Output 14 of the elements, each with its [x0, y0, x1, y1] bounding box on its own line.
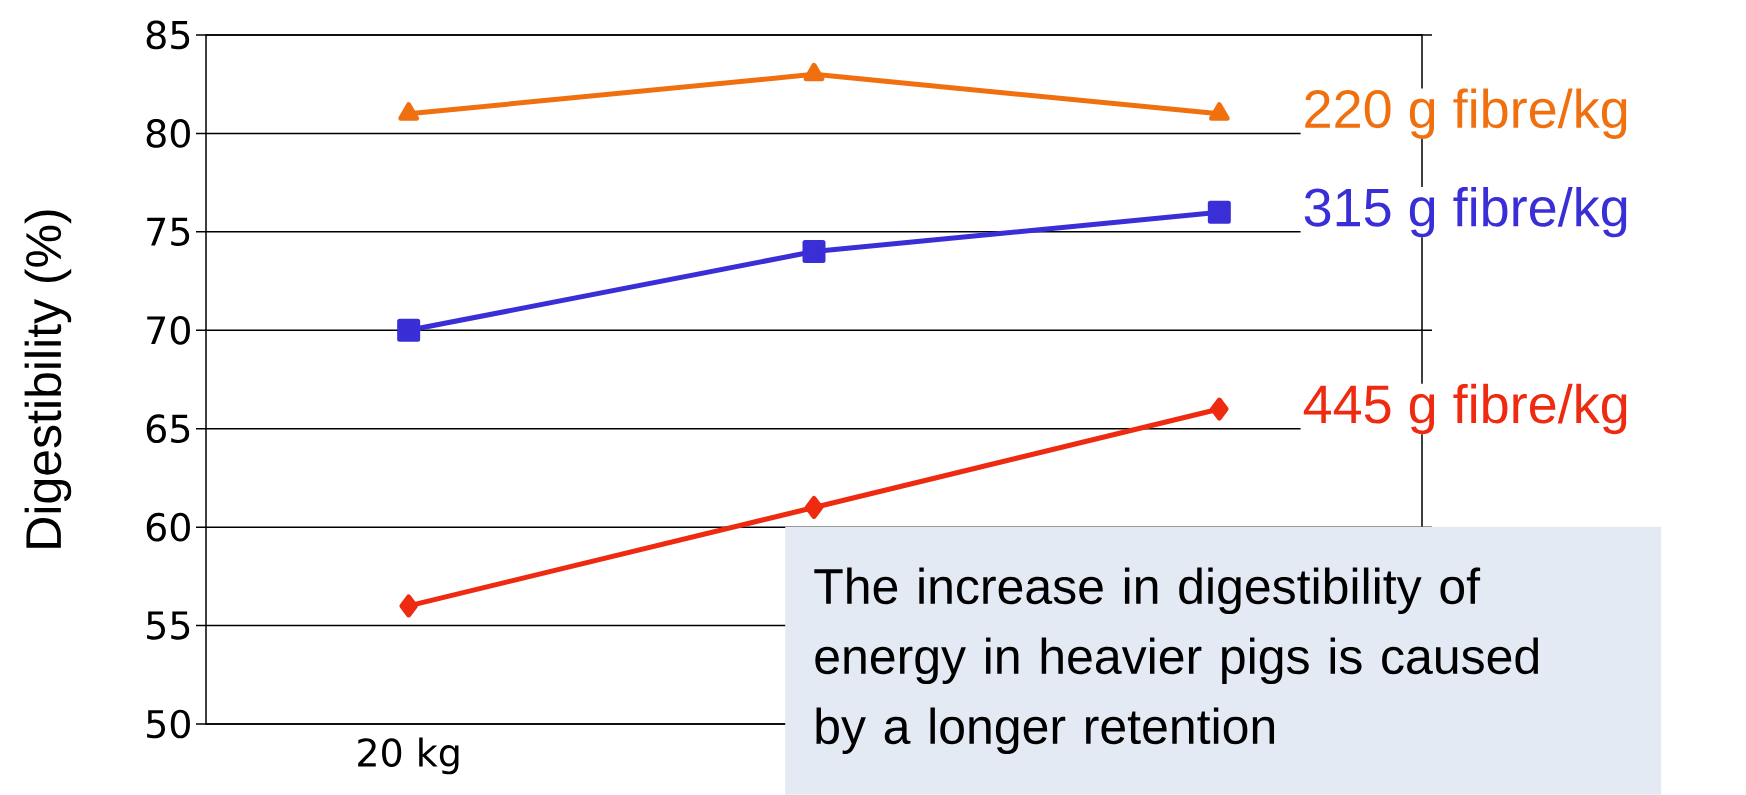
x-tick-label: 20 kg: [358, 737, 459, 775]
y-tick-label: 65: [146, 414, 190, 444]
series-label: 445 g fibre/kg: [1303, 383, 1627, 435]
annotation: The increase in digestibility of energy in heavier pigs is caused by a longer retention: [814, 567, 1538, 755]
series-label: 315 g fibre/kg: [1304, 187, 1627, 238]
y-tick-label: 55: [147, 611, 190, 640]
y-tick-label: 85: [146, 20, 190, 50]
y-tick-label: 80: [146, 119, 190, 148]
series-label: 220 g fibre/kg: [1305, 88, 1627, 139]
y-tick-label: 60: [146, 512, 190, 542]
y-tick-label: 75: [147, 217, 190, 246]
y-tick-label: 70: [147, 315, 190, 345]
y-tick-label: 50: [147, 709, 190, 739]
y-axis-title: Digestibility (%): [24, 210, 72, 548]
